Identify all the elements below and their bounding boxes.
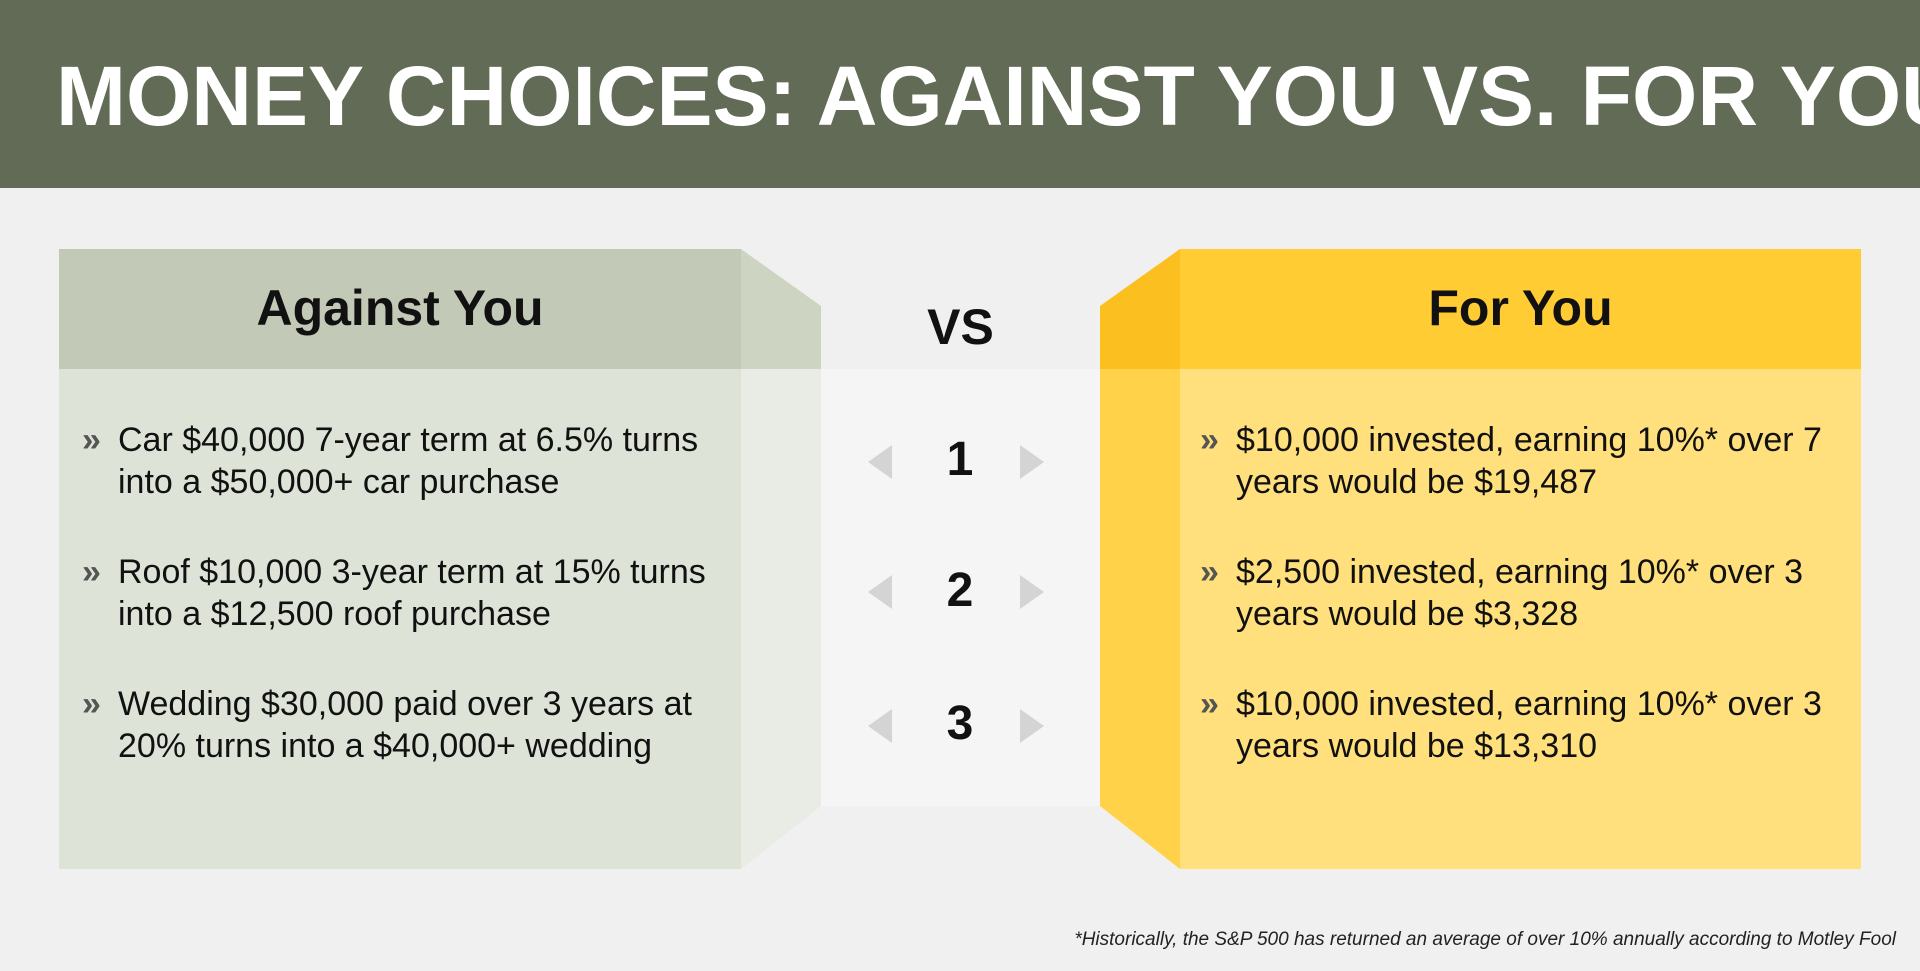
against-header — [59, 249, 741, 369]
title-banner: MONEY CHOICES: AGAINST YOU VS. FOR YOU — [0, 0, 1920, 188]
chevron-right-icon: » — [82, 421, 101, 459]
footnote: *Historically, the S&P 500 has returned … — [1074, 929, 1896, 950]
chevron-right-icon: » — [82, 685, 101, 723]
for-item-2-line1: $2,500 invested, earning 10%* over 3 — [1236, 553, 1804, 591]
row-number-3: 3 — [946, 697, 974, 750]
against-item-1-line1: Car $40,000 7-year term at 6.5% turns — [118, 421, 699, 459]
against-item-2-line1: Roof $10,000 3-year term at 15% turns — [118, 553, 706, 591]
arrow-right-icon — [1020, 445, 1044, 479]
arrow-right-icon — [1020, 709, 1044, 743]
arrow-left-icon — [868, 709, 892, 743]
against-item-1-line2: into a $50,000+ car purchase — [118, 463, 560, 501]
against-panel — [59, 369, 741, 869]
comparison-column — [821, 369, 1100, 806]
chevron-right-icon: » — [82, 553, 101, 591]
for-title: For You — [1428, 280, 1613, 336]
page-title: MONEY CHOICES: AGAINST YOU VS. FOR YOU — [56, 49, 1920, 143]
for-panel — [1180, 369, 1861, 869]
row-number-2: 2 — [946, 564, 974, 617]
arrow-left-icon — [868, 445, 892, 479]
vs-label: VS — [927, 299, 994, 355]
for-panel-bevel — [1100, 369, 1180, 869]
chevron-right-icon: » — [1200, 421, 1219, 459]
for-item-2-line2: years would be $3,328 — [1236, 595, 1579, 633]
chevron-right-icon: » — [1200, 553, 1219, 591]
against-header-bevel — [741, 249, 821, 369]
against-item-2-line2: into a $12,500 roof purchase — [118, 595, 551, 633]
for-item-1-line1: $10,000 invested, earning 10%* over 7 — [1236, 421, 1822, 459]
arrow-right-icon — [1020, 575, 1044, 609]
against-panel-bevel — [741, 369, 821, 869]
against-item-3-line2: 20% turns into a $40,000+ wedding — [118, 727, 653, 765]
against-item-3-line1: Wedding $30,000 paid over 3 years at — [118, 685, 692, 723]
against-title: Against You — [256, 280, 544, 336]
for-item-1-line2: years would be $19,487 — [1236, 463, 1598, 501]
for-header-bevel — [1100, 249, 1180, 369]
chevron-right-icon: » — [1200, 685, 1219, 723]
for-header — [1180, 249, 1861, 369]
arrow-left-icon — [868, 575, 892, 609]
for-item-3-line1: $10,000 invested, earning 10%* over 3 — [1236, 685, 1822, 723]
row-number-1: 1 — [946, 433, 974, 486]
for-item-3-line2: years would be $13,310 — [1236, 727, 1598, 765]
